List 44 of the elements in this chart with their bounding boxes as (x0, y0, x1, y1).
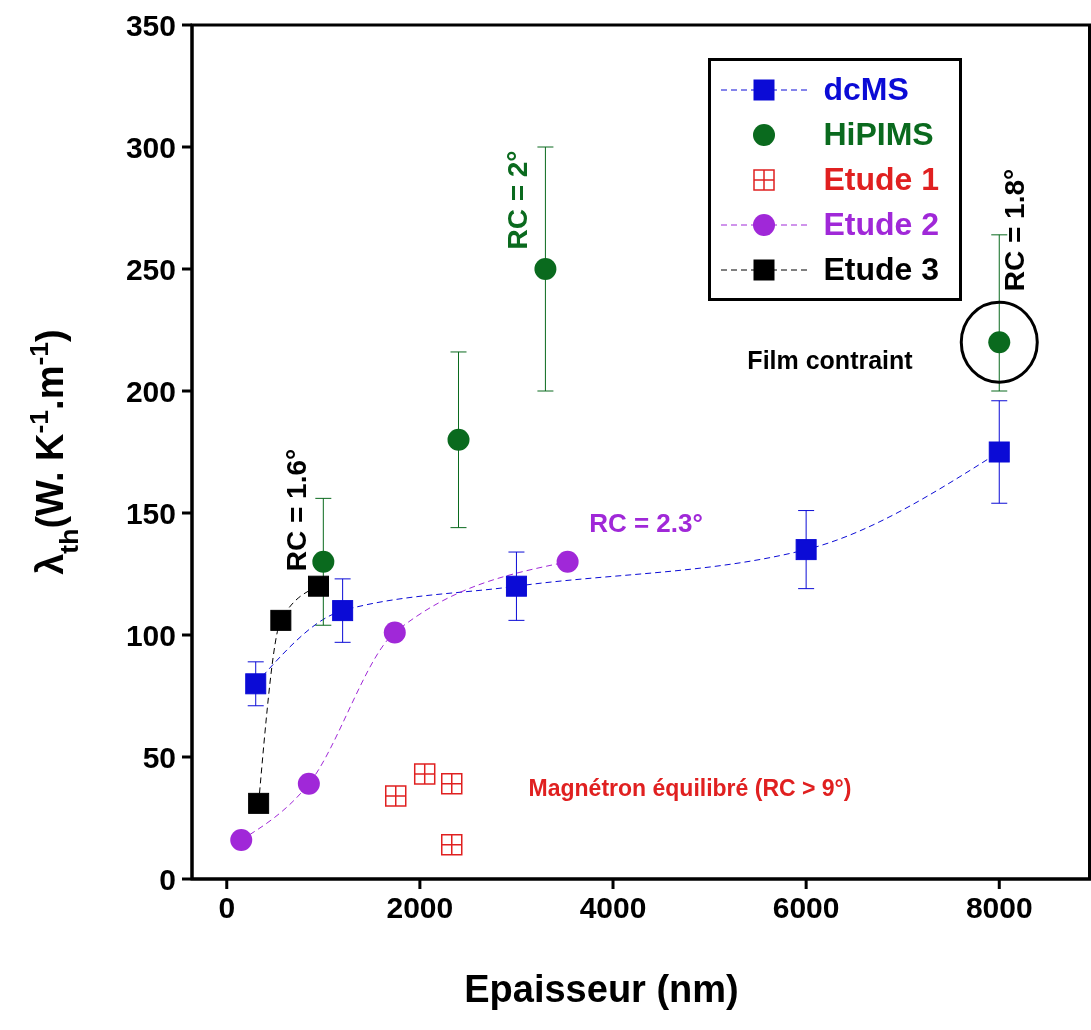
point (441, 834, 463, 856)
annotation: RC = 2.3° (589, 507, 703, 538)
y-tick-label: 200 (125, 374, 176, 408)
y-tick-label: 50 (142, 740, 176, 774)
point (534, 258, 557, 280)
x-tick-label: 2000 (386, 891, 454, 925)
y-tick-label: 350 (125, 8, 176, 42)
point (385, 785, 407, 807)
point (447, 428, 470, 451)
point (312, 550, 335, 573)
x-axis-title: Epaisseur (nm) (464, 968, 739, 1010)
legend-label: Etude 2 (823, 206, 939, 243)
legend-label: dcMS (823, 71, 909, 108)
point (556, 550, 579, 573)
y-tick-label: 0 (159, 862, 176, 896)
legend-label: Etude 3 (823, 251, 939, 288)
point (245, 673, 267, 695)
x-tick-label: 0 (218, 891, 236, 925)
point (383, 621, 406, 644)
point (505, 575, 527, 597)
annotation: Magnétron équilibré (RC > 9°) (528, 775, 852, 802)
annotation: RC = 1.8° (999, 168, 1031, 292)
x-tick-label: 6000 (772, 891, 840, 925)
point (270, 609, 292, 631)
point (297, 772, 320, 795)
point (795, 539, 817, 561)
y-tick-label: 250 (125, 252, 176, 286)
annotation: Film contraint (747, 345, 914, 374)
point (230, 828, 253, 851)
point (988, 441, 1010, 463)
y-tick-label: 150 (125, 496, 176, 530)
y-tick-label: 100 (125, 618, 176, 652)
point (441, 773, 463, 795)
annotation: RC = 2° (502, 150, 534, 250)
point (413, 763, 436, 785)
legend-label: Etude 1 (823, 161, 939, 198)
point (248, 792, 270, 814)
legend-label: HiPIMS (823, 116, 934, 153)
point (308, 575, 329, 597)
x-tick-label: 4000 (579, 891, 647, 925)
point (332, 600, 354, 622)
annotation: RC = 1.6° (281, 448, 313, 572)
y-tick-label: 300 (125, 130, 176, 164)
x-tick-label: 8000 (965, 891, 1033, 925)
